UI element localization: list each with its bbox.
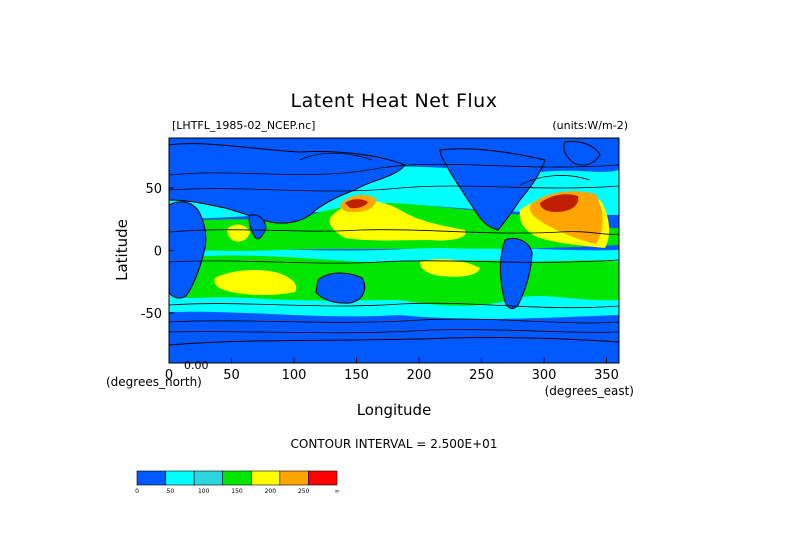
y-unit-label: (degrees_north) [106,375,202,389]
colorbar-swatch [279,470,309,486]
y-tick-label: -50 [141,307,162,322]
colorbar: 0 50 100 150 200 250 ∞ [135,470,340,495]
x-axis-ticks: 0 50 100 150 200 250 300 350 [165,358,619,383]
x-tick-label: 100 [282,368,307,383]
units-subtitle: (units:W/m-2) [552,119,628,132]
patch-red-kuroshio [345,199,368,209]
colorbar-tick-label: 200 [265,488,277,495]
colorbar-tick-label: ∞ [335,488,340,495]
y-axis-ticks: 50 0 -50 [141,182,174,322]
x-tick-label: 50 [223,368,240,383]
y-tick-label: 50 [145,182,162,197]
x-tick-label: 200 [407,368,432,383]
colorbar-swatch [250,470,281,486]
colorbar-tick-label: 150 [231,488,243,495]
y-axis-label: Latitude [113,219,131,281]
x-tick-label: 300 [532,368,557,383]
colorbar-swatch [222,470,252,486]
colorbar-tick-label: 100 [198,488,210,495]
contour-min-label: 0.00 [184,359,209,372]
contour-lines [169,152,619,334]
x-axis-label: Longitude [357,401,432,419]
patch-yellow-arabian [227,224,250,242]
x-tick-label: 0 [165,368,173,383]
patch-red-gulfstream [540,194,579,212]
colorbar-tick-label: 50 [167,488,175,495]
y-tick-label: 0 [154,245,162,260]
colorbar-tick-label: 0 [135,488,139,495]
chart-title: Latent Heat Net Flux [291,90,498,112]
patch-yellow-indian [214,270,297,295]
colorbar-swatch [193,470,224,486]
flux-map [169,138,619,363]
contour-interval-note: CONTOUR INTERVAL = 2.500E+01 [291,437,498,451]
colorbar-swatch [136,470,166,486]
continents [169,141,619,363]
colorbar-swatch [165,470,195,486]
patch-yellow-spacific [420,259,480,277]
colorbar-tick-label: 250 [298,488,310,495]
x-tick-label: 150 [344,368,369,383]
x-tick-label: 250 [469,368,494,383]
x-tick-label: 350 [594,368,619,383]
x-unit-label: (degrees_east) [545,384,634,398]
dataset-subtitle: [LHTFL_1985-02_NCEP.nc] [172,119,315,132]
colorbar-swatch [308,470,338,486]
